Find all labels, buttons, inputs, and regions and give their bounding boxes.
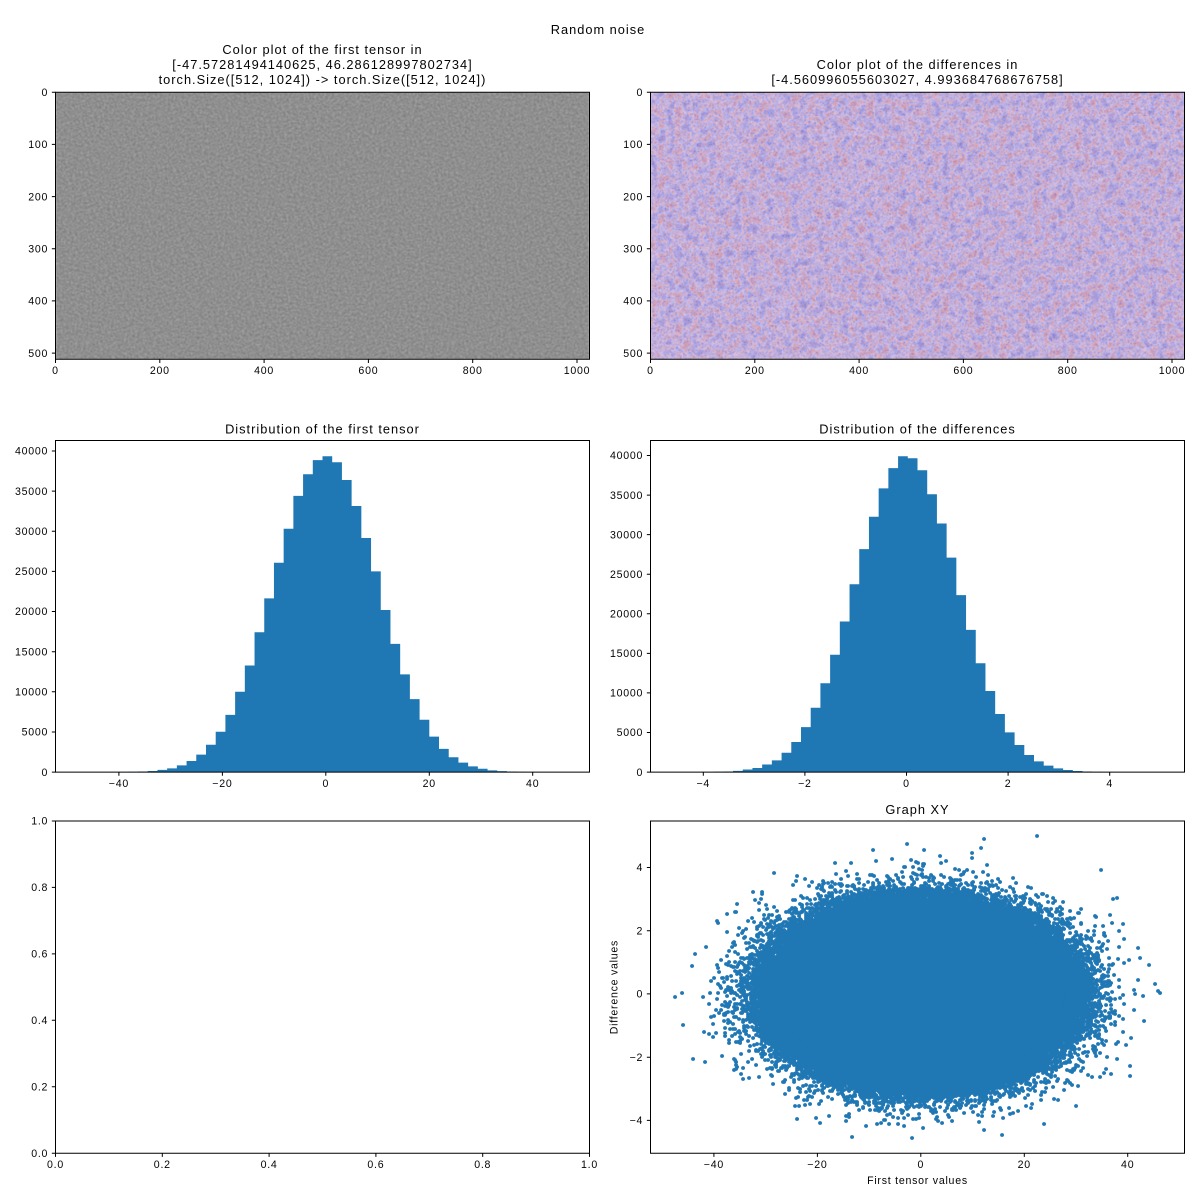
svg-text:400: 400 (849, 365, 869, 377)
svg-text:Color plot of the first tensor: Color plot of the first tensor in (222, 42, 422, 57)
svg-text:0.6: 0.6 (367, 1159, 384, 1171)
svg-text:10000: 10000 (610, 688, 643, 700)
svg-text:0.8: 0.8 (474, 1159, 491, 1171)
svg-text:−2: −2 (798, 778, 812, 790)
svg-text:30000: 30000 (15, 526, 48, 538)
svg-text:0.4: 0.4 (31, 1015, 48, 1027)
svg-text:[-4.560996055603027, 4.9936847: [-4.560996055603027, 4.993684768676758] (771, 72, 1063, 87)
svg-text:400: 400 (623, 296, 643, 308)
svg-text:0.6: 0.6 (31, 949, 48, 961)
svg-text:0.2: 0.2 (31, 1082, 48, 1094)
svg-text:200: 200 (745, 365, 765, 377)
svg-text:Difference values: Difference values (609, 940, 621, 1034)
svg-text:0.0: 0.0 (47, 1159, 64, 1171)
svg-text:25000: 25000 (610, 569, 643, 581)
svg-text:Distribution of the difference: Distribution of the differences (819, 421, 1016, 436)
svg-text:20: 20 (423, 778, 436, 790)
svg-text:0: 0 (322, 778, 329, 790)
svg-text:0: 0 (903, 778, 910, 790)
svg-text:40000: 40000 (15, 446, 48, 458)
svg-text:30000: 30000 (610, 529, 643, 541)
svg-text:−4: −4 (697, 778, 711, 790)
svg-text:40: 40 (1121, 1159, 1134, 1171)
svg-text:100: 100 (623, 139, 643, 151)
svg-text:300: 300 (623, 243, 643, 255)
svg-text:0.2: 0.2 (154, 1159, 171, 1171)
svg-text:−40: −40 (704, 1159, 724, 1171)
svg-text:Distribution of the first tens: Distribution of the first tensor (225, 421, 420, 436)
svg-text:0: 0 (52, 365, 59, 377)
svg-text:−40: −40 (109, 778, 129, 790)
svg-text:0: 0 (917, 1159, 924, 1171)
svg-text:600: 600 (358, 365, 378, 377)
svg-text:0: 0 (637, 989, 644, 1001)
svg-text:0: 0 (637, 767, 644, 779)
svg-text:0.8: 0.8 (31, 882, 48, 894)
svg-text:10000: 10000 (15, 687, 48, 699)
svg-text:2: 2 (637, 925, 644, 937)
svg-text:400: 400 (254, 365, 274, 377)
svg-text:200: 200 (28, 191, 48, 203)
svg-text:0.4: 0.4 (261, 1159, 278, 1171)
svg-text:−4: −4 (630, 1115, 644, 1127)
svg-text:−2: −2 (630, 1052, 644, 1064)
svg-text:200: 200 (623, 191, 643, 203)
svg-text:20: 20 (1018, 1159, 1031, 1171)
svg-text:40000: 40000 (610, 450, 643, 462)
svg-text:1000: 1000 (1159, 365, 1186, 377)
svg-text:800: 800 (1058, 365, 1078, 377)
svg-text:Graph XY: Graph XY (885, 802, 949, 817)
svg-text:600: 600 (953, 365, 973, 377)
svg-text:Random noise: Random noise (551, 22, 646, 37)
svg-text:20000: 20000 (15, 606, 48, 618)
svg-text:300: 300 (28, 243, 48, 255)
svg-text:−20: −20 (212, 778, 232, 790)
svg-text:2: 2 (1005, 778, 1012, 790)
svg-text:Color plot of the differences: Color plot of the differences in (817, 57, 1019, 72)
svg-text:0: 0 (637, 87, 644, 99)
svg-text:torch.Size([512, 1024]) -> tor: torch.Size([512, 1024]) -> torch.Size([5… (159, 72, 487, 87)
svg-text:15000: 15000 (610, 648, 643, 660)
svg-text:35000: 35000 (15, 486, 48, 498)
svg-text:500: 500 (623, 348, 643, 360)
svg-text:20000: 20000 (610, 609, 643, 621)
svg-text:100: 100 (28, 139, 48, 151)
svg-text:25000: 25000 (15, 566, 48, 578)
svg-text:4: 4 (637, 862, 644, 874)
svg-text:5000: 5000 (617, 727, 644, 739)
svg-text:200: 200 (150, 365, 170, 377)
svg-text:−20: −20 (807, 1159, 827, 1171)
svg-text:1000: 1000 (564, 365, 591, 377)
svg-text:0.0: 0.0 (31, 1148, 48, 1160)
svg-text:0: 0 (647, 365, 654, 377)
svg-text:15000: 15000 (15, 646, 48, 658)
svg-text:1.0: 1.0 (31, 816, 48, 828)
svg-text:1.0: 1.0 (581, 1159, 598, 1171)
svg-text:0: 0 (42, 767, 49, 779)
svg-text:4: 4 (1106, 778, 1113, 790)
svg-text:500: 500 (28, 348, 48, 360)
svg-text:[-47.57281494140625, 46.286128: [-47.57281494140625, 46.286128997802734] (172, 57, 472, 72)
svg-text:5000: 5000 (22, 727, 49, 739)
svg-text:0: 0 (42, 87, 49, 99)
svg-text:40: 40 (526, 778, 539, 790)
svg-text:400: 400 (28, 296, 48, 308)
svg-text:800: 800 (463, 365, 483, 377)
svg-text:First tensor values: First tensor values (867, 1175, 968, 1187)
svg-text:35000: 35000 (610, 490, 643, 502)
